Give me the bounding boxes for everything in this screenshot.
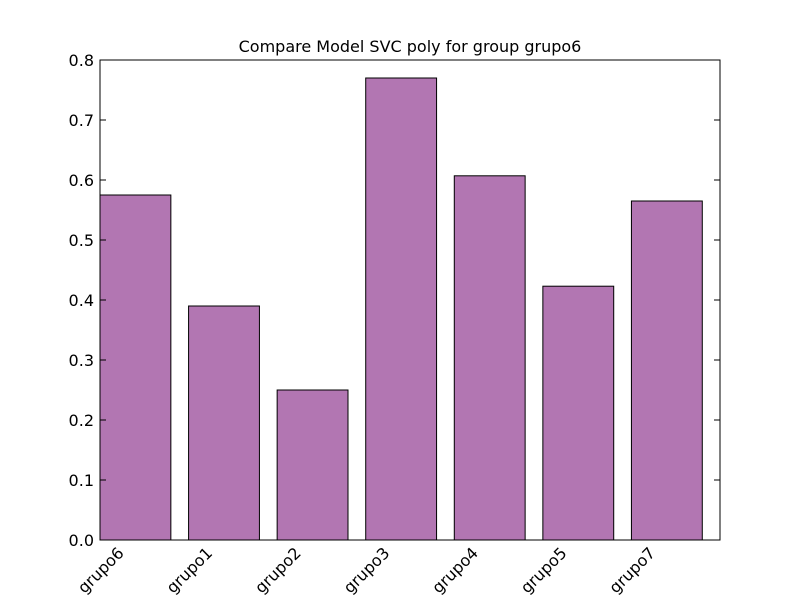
x-axis-ticks: grupo6 grupo1 grupo2 grupo3 grupo4 grupo5 grup… xyxy=(74,543,659,597)
bar-grupo5 xyxy=(542,285,615,541)
bar-grupo6 xyxy=(99,194,172,541)
y-axis-ticks: 0.0 0.1 0.2 0.3 0.4 0.5 0.6 0.7 0.8 xyxy=(69,51,720,550)
y-tick-label: 0.4 xyxy=(69,291,94,310)
x-tick-label: grupo7 xyxy=(605,543,659,597)
bar-grupo3 xyxy=(365,77,438,541)
x-tick-label: grupo3 xyxy=(340,543,394,597)
x-tick-label: grupo2 xyxy=(251,543,305,597)
x-tick-label: grupo1 xyxy=(162,543,216,597)
bar-grupo2 xyxy=(276,389,349,541)
x-tick-label: grupo5 xyxy=(517,543,571,597)
bar-grupo1 xyxy=(188,305,260,541)
y-tick-label: 0.6 xyxy=(69,171,94,190)
y-tick-label: 0.5 xyxy=(69,231,94,250)
y-tick-label: 0.0 xyxy=(69,531,94,550)
bar-grupo4 xyxy=(453,175,526,541)
chart-title: Compare Model SVC poly for group grupo6 xyxy=(239,37,582,56)
y-tick-label: 0.7 xyxy=(69,111,94,130)
x-tick-label: grupo4 xyxy=(428,543,482,597)
y-tick-label: 0.3 xyxy=(69,351,94,370)
y-tick-label: 0.8 xyxy=(69,51,94,70)
bars xyxy=(99,77,703,541)
y-tick-label: 0.1 xyxy=(69,471,94,490)
x-tick-label: grupo6 xyxy=(74,543,128,597)
bar-grupo7 xyxy=(630,200,703,541)
axes-frame xyxy=(99,59,721,541)
y-tick-label: 0.2 xyxy=(69,411,94,430)
